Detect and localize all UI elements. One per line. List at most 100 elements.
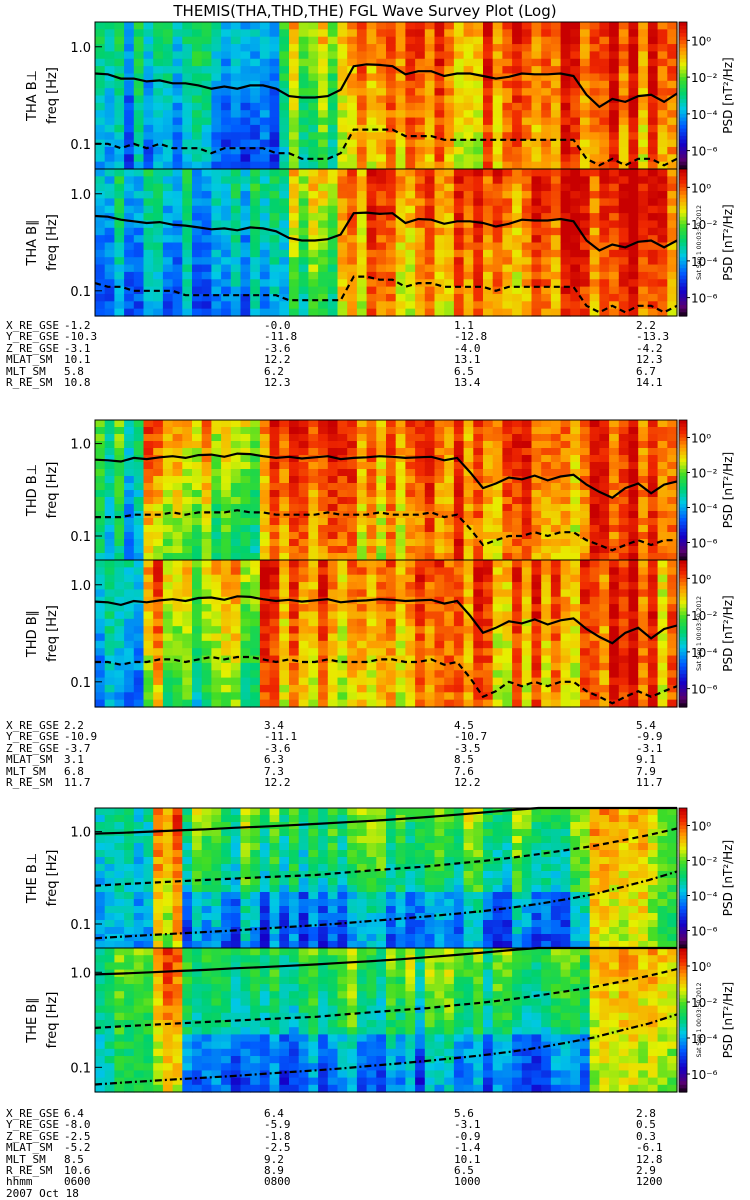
ephemeris-label: Y_RE_GSE [6, 1118, 59, 1132]
ephemeris-block-the: X_RE_GSE 6.4 6.4 5.6 2.8 Y_RE_GSE -8.0 -5.9 -3.1… [6, 1108, 696, 1188]
colorbar-label: PSD [nT²/Hz] [721, 204, 735, 280]
ephemeris-label: MLAT_SM [6, 353, 53, 367]
spectrogram-cells [95, 420, 678, 561]
ephemeris-value: -9.9 [636, 730, 663, 744]
ephemeris-value: -11.1 [264, 730, 298, 744]
series-line-dashed [94, 968, 678, 1029]
ytick-label: 0.1 [70, 285, 91, 300]
ylabel-freq: freq [Hz] [45, 462, 60, 519]
series-line-dotdash [94, 870, 678, 940]
ephemeris-row: MLT_SM 6.8 7.3 7.6 7.9 [6, 764, 696, 778]
ytick-label: 0.1 [70, 918, 91, 933]
figure-title: THEMIS(THA,THD,THE) FGL Wave Survey Plot… [172, 2, 556, 20]
colorbar-tick-label: 10⁻² [691, 467, 718, 481]
colorbar-tick-label: 10⁻² [691, 609, 718, 623]
ephemeris-row: X_RE_GSE 6.4 6.4 5.6 2.8 [6, 1108, 696, 1120]
ephemeris-row: Y_RE_GSE -8.0 -5.9 -3.1 0.5 [6, 1118, 696, 1132]
ephemeris-value: 1200 [636, 1175, 663, 1189]
ephemeris-value: 13.1 [454, 353, 481, 367]
ytick-label: 1.0 [70, 188, 91, 203]
colorbar-tick-label: 10⁻⁶ [691, 537, 718, 551]
ephemeris-label: MLAT_SM [6, 1141, 53, 1155]
ytick-label: 1.0 [70, 438, 91, 453]
ephemeris-value: -8.0 [64, 1118, 91, 1132]
ephemeris-label: R_RE_SM [6, 775, 53, 789]
ephemeris-value: 10.1 [64, 353, 91, 367]
ephemeris-value: 6.2 [264, 364, 284, 378]
ephemeris-label: MLT_SM [6, 1152, 46, 1166]
date-label: 2007 Oct 18 [6, 1187, 79, 1200]
colorbar-tick-label: 10⁻² [691, 71, 718, 85]
ephemeris-value: 6.3 [264, 753, 284, 767]
colorbar-tick-label: 10⁻⁶ [691, 1068, 718, 1082]
ephemeris-value: -4.0 [454, 341, 481, 355]
ephemeris-value: -1.4 [454, 1141, 481, 1155]
panel-label: THD B⊥ [25, 464, 40, 517]
ephemeris-value: -2.5 [264, 1141, 291, 1155]
colorbar [678, 559, 688, 708]
ephemeris-value: 6.5 [454, 364, 474, 378]
ylabel-freq: freq [Hz] [45, 992, 60, 1049]
colorbar-label: PSD [nT²/Hz] [721, 595, 735, 671]
series-line-solid [94, 63, 678, 109]
series-line-dashed [94, 827, 678, 887]
panel-label: THA B∥ [25, 219, 40, 266]
ephemeris-label: Y_RE_GSE [6, 330, 59, 344]
series-line-solid [94, 211, 678, 252]
spectrogram-cells [95, 948, 678, 1093]
ephemeris-value: 3.4 [264, 719, 284, 732]
ephemeris-value: -13.3 [636, 330, 670, 344]
spectrogram-cells [95, 560, 678, 708]
ephemeris-label: Y_RE_GSE [6, 730, 59, 744]
ephemeris-label: X_RE_GSE [6, 319, 59, 332]
ytick-label: 1.0 [70, 41, 91, 56]
ylabel-freq: freq [Hz] [45, 214, 60, 271]
colorbar [678, 419, 688, 561]
ephemeris-label: R_RE_SM [6, 1163, 53, 1177]
ephemeris-row: hhmm 0600 0800 1000 1200 [6, 1175, 696, 1189]
colorbar [678, 168, 688, 317]
ephemeris-value: 8.5 [454, 753, 474, 767]
ephemeris-value: 12.2 [454, 775, 481, 789]
colorbar-label: PSD [nT²/Hz] [721, 452, 735, 528]
ephemeris-value: -4.2 [636, 341, 663, 355]
panel-label: THE B∥ [25, 997, 40, 1043]
ephemeris-value: -10.7 [454, 730, 488, 744]
ephemeris-value: 7.3 [264, 764, 284, 778]
colorbar-tick-label: 10⁻⁴ [691, 646, 718, 660]
ephemeris-row: Y_RE_GSE -10.9 -11.1 -10.7 -9.9 [6, 730, 696, 744]
ephemeris-value: -12.8 [454, 330, 488, 344]
ephemeris-value: 0600 [64, 1175, 91, 1189]
colorbar-tick-label: 10⁻⁶ [691, 145, 718, 159]
ephemeris-value: 4.5 [454, 719, 474, 732]
ephemeris-value: 6.7 [636, 364, 656, 378]
colorbar-label: PSD [nT²/Hz] [721, 57, 735, 133]
ephemeris-value: 6.5 [454, 1163, 474, 1177]
ytick-label: 1.0 [70, 826, 91, 841]
ephemeris-value: 2.2 [636, 319, 656, 332]
ephemeris-value: -3.1 [454, 1118, 481, 1132]
colorbar-tick-label: 10⁻² [691, 996, 718, 1010]
ephemeris-row: X_RE_GSE -1.2 -0.0 1.1 2.2 [6, 319, 696, 332]
ytick-label: 0.1 [70, 138, 91, 153]
series-line-solid [94, 595, 678, 645]
ephemeris-value: 10.8 [64, 375, 91, 389]
ephemeris-value: 14.1 [636, 375, 663, 389]
colorbar-tick-label: 10⁻⁴ [691, 890, 718, 904]
ylabel-freq: freq [Hz] [45, 67, 60, 124]
colorbar [678, 21, 688, 170]
colorbar-tick-label: 10⁻⁶ [691, 683, 718, 697]
ephemeris-row: Z_RE_GSE -3.1 -3.6 -4.0 -4.2 [6, 341, 696, 355]
ephemeris-row: Z_RE_GSE -2.5 -1.8 -0.9 0.3 [6, 1130, 696, 1142]
colorbar-label: PSD [nT²/Hz] [721, 840, 735, 916]
ephemeris-row: X_RE_GSE 2.2 3.4 4.5 5.4 [6, 719, 696, 732]
ephemeris-value: 8.5 [64, 1152, 84, 1166]
ephemeris-row: MLT_SM 5.8 6.2 6.5 6.7 [6, 364, 696, 378]
colorbar-tick-label: 10⁰ [691, 181, 711, 195]
ephemeris-value: -3.6 [264, 741, 291, 755]
ephemeris-value: -10.3 [64, 330, 98, 344]
ephemeris-label: MLT_SM [6, 364, 46, 378]
ephemeris-value: 0.5 [636, 1118, 656, 1132]
colorbar-tick-label: 10⁻⁶ [691, 925, 718, 939]
series-line-dashed [95, 509, 677, 552]
